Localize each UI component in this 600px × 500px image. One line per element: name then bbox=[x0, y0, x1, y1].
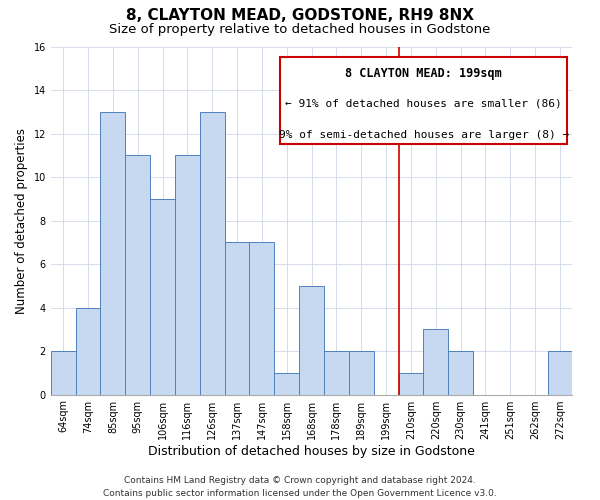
Bar bbox=[448, 351, 473, 395]
Bar bbox=[349, 351, 374, 395]
Bar bbox=[548, 351, 572, 395]
Bar bbox=[424, 330, 448, 394]
Bar bbox=[150, 199, 175, 394]
Bar bbox=[398, 373, 424, 394]
Text: 8 CLAYTON MEAD: 199sqm: 8 CLAYTON MEAD: 199sqm bbox=[346, 68, 502, 80]
Bar bbox=[200, 112, 224, 395]
Bar bbox=[100, 112, 125, 395]
FancyBboxPatch shape bbox=[280, 57, 567, 144]
Bar bbox=[299, 286, 324, 395]
Text: 9% of semi-detached houses are larger (8) →: 9% of semi-detached houses are larger (8… bbox=[278, 130, 569, 140]
Text: ← 91% of detached houses are smaller (86): ← 91% of detached houses are smaller (86… bbox=[286, 98, 562, 108]
Text: 8, CLAYTON MEAD, GODSTONE, RH9 8NX: 8, CLAYTON MEAD, GODSTONE, RH9 8NX bbox=[126, 8, 474, 22]
X-axis label: Distribution of detached houses by size in Godstone: Distribution of detached houses by size … bbox=[148, 444, 475, 458]
Text: Contains HM Land Registry data © Crown copyright and database right 2024.
Contai: Contains HM Land Registry data © Crown c… bbox=[103, 476, 497, 498]
Bar bbox=[51, 351, 76, 395]
Bar bbox=[175, 156, 200, 394]
Bar bbox=[274, 373, 299, 394]
Text: Size of property relative to detached houses in Godstone: Size of property relative to detached ho… bbox=[109, 22, 491, 36]
Bar bbox=[76, 308, 100, 394]
Bar bbox=[224, 242, 250, 394]
Bar bbox=[324, 351, 349, 395]
Y-axis label: Number of detached properties: Number of detached properties bbox=[15, 128, 28, 314]
Bar bbox=[250, 242, 274, 394]
Bar bbox=[125, 156, 150, 394]
